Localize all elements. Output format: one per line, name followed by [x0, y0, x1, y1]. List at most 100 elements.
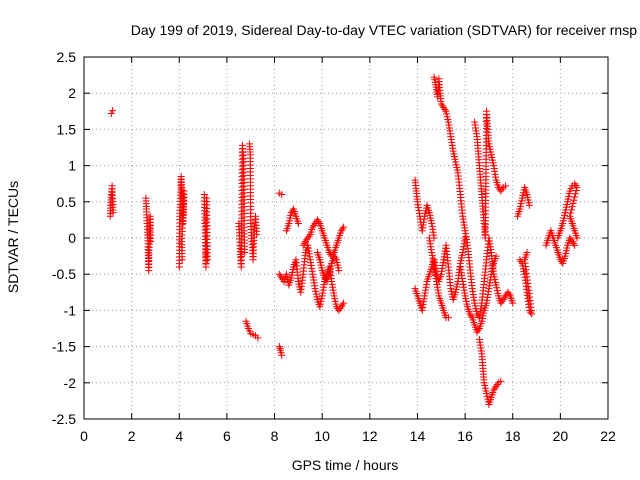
data-point [277, 272, 284, 280]
data-point [525, 201, 533, 209]
data-point [573, 234, 581, 242]
data-point [437, 100, 445, 108]
data-point [275, 270, 283, 278]
data-point [571, 193, 579, 201]
data-point [178, 256, 186, 264]
data-point [278, 274, 286, 282]
x-tick-label: 8 [271, 428, 279, 444]
data-point [203, 256, 211, 264]
data-point [337, 227, 345, 235]
grid [84, 57, 608, 419]
data-point [569, 199, 577, 207]
data-point [523, 248, 531, 256]
data-point [490, 386, 498, 394]
data-point [571, 180, 579, 188]
x-tick-label: 22 [600, 428, 616, 444]
data-point [313, 216, 321, 224]
data-point [571, 190, 579, 198]
data-point [331, 254, 339, 262]
data-point [294, 220, 302, 228]
data-point [335, 267, 343, 275]
data-point [287, 209, 295, 217]
plot-frame [83, 56, 609, 420]
data-point [517, 258, 525, 266]
data-point [321, 274, 329, 282]
data-point [330, 252, 338, 260]
data-points [106, 73, 581, 409]
data-point [278, 191, 286, 199]
data-point [567, 206, 575, 214]
data-point [440, 104, 448, 112]
data-point [441, 105, 449, 113]
x-axis-title: GPS time / hours [292, 457, 399, 473]
y-tick-label: 1.5 [57, 121, 77, 137]
data-point [335, 306, 343, 314]
data-point [315, 218, 323, 226]
data-point [309, 223, 317, 231]
data-point [502, 182, 510, 190]
data-point [493, 381, 501, 389]
y-tick-label: 2.5 [57, 49, 77, 65]
data-point [499, 296, 507, 304]
x-tick-label: 4 [175, 428, 183, 444]
data-point [504, 288, 512, 296]
data-point [147, 238, 155, 246]
data-point [107, 109, 115, 117]
data-point [337, 303, 345, 311]
y-tick-label: -1 [64, 302, 77, 318]
data-point [109, 107, 117, 115]
x-tick-label: 0 [80, 428, 88, 444]
chart-title: Day 199 of 2019, Sidereal Day-to-day VTE… [131, 22, 637, 38]
data-point [474, 326, 482, 334]
data-point [497, 187, 505, 195]
y-tick-label: -2.5 [52, 411, 76, 427]
x-tick-label: 6 [223, 428, 231, 444]
data-point [338, 225, 346, 233]
y-tick-label: 0 [68, 230, 76, 246]
data-point [573, 183, 581, 191]
data-point [300, 239, 308, 247]
data-point [566, 234, 574, 242]
data-point [340, 223, 348, 231]
data-point [567, 236, 575, 244]
data-point [340, 299, 348, 307]
data-point [498, 185, 506, 193]
data-point [505, 290, 513, 298]
data-point [310, 221, 318, 229]
y-tick-label: 2 [68, 85, 76, 101]
y-tick-label: -2 [64, 375, 77, 391]
data-point [572, 187, 580, 195]
data-point [299, 241, 307, 249]
data-point [109, 209, 117, 217]
data-point [336, 305, 344, 313]
data-point [568, 203, 576, 211]
data-point [491, 384, 499, 392]
data-point [467, 312, 475, 320]
data-point [500, 294, 508, 302]
data-point [570, 196, 578, 204]
x-tick-label: 20 [553, 428, 569, 444]
data-point [303, 236, 311, 244]
x-tick-label: 14 [410, 428, 426, 444]
y-tick-label: 0.5 [57, 194, 77, 210]
x-tick-label: 18 [505, 428, 521, 444]
data-point [497, 299, 505, 307]
data-point [498, 297, 506, 305]
data-point [556, 256, 564, 264]
data-point [304, 234, 312, 242]
x-tick-label: 2 [128, 428, 136, 444]
data-point [275, 343, 283, 351]
y-tick-label: -0.5 [52, 266, 76, 282]
y-tick-label: -1.5 [52, 339, 76, 355]
data-point [569, 239, 577, 247]
data-point [338, 301, 346, 309]
x-tick-label: 10 [314, 428, 330, 444]
y-tick-label: 1 [68, 158, 76, 174]
data-point [276, 344, 284, 352]
x-tick-label: 12 [362, 428, 378, 444]
data-point [278, 351, 286, 359]
y-axis-title: SDTVAR / TECUs [5, 181, 21, 293]
data-point [568, 238, 576, 246]
data-point [438, 102, 446, 110]
